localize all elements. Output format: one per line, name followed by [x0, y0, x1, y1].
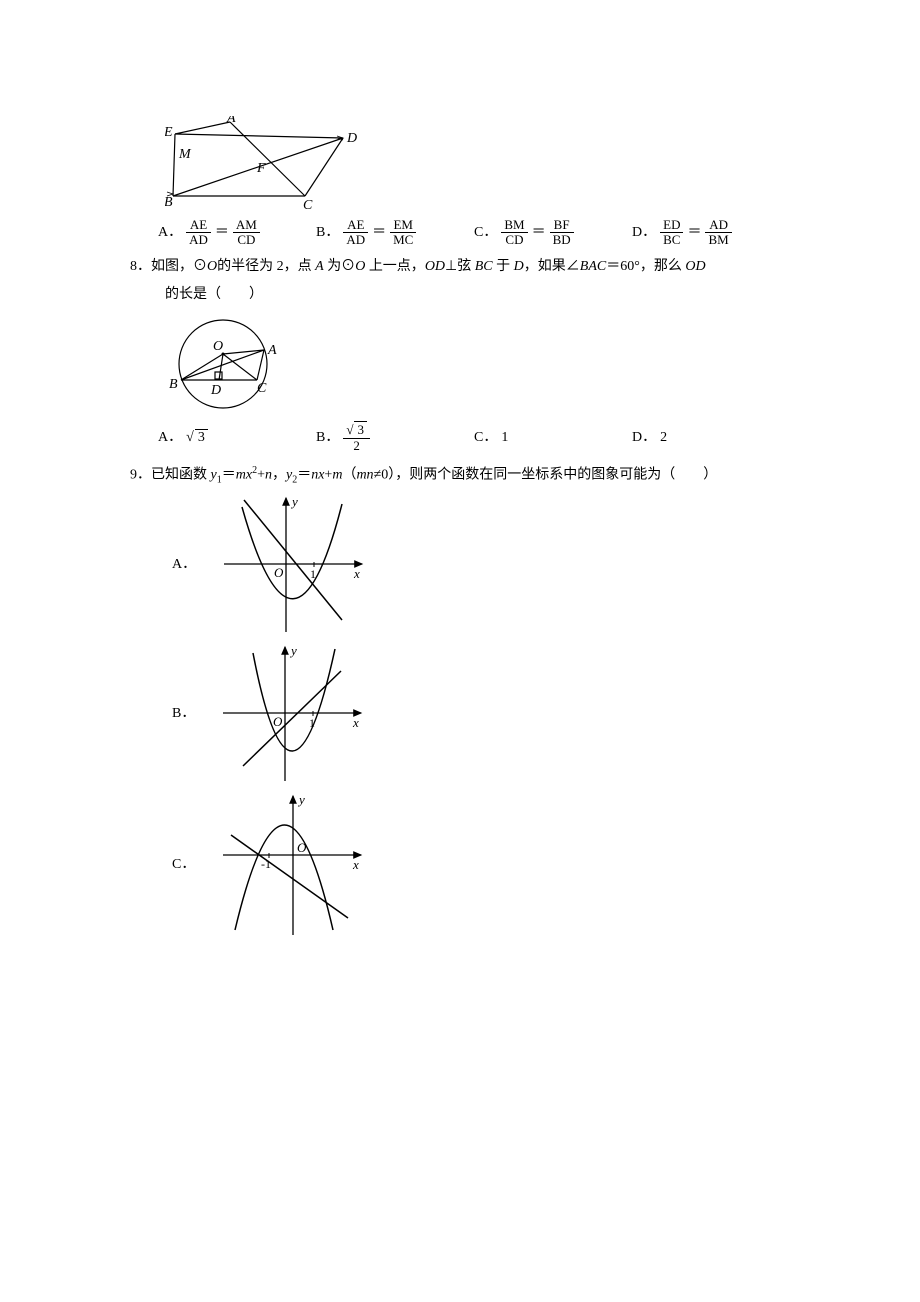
option-label: B． [316, 427, 339, 449]
origin-label: O [273, 714, 283, 729]
option-label: C． [172, 854, 195, 876]
frac-den: BD [550, 233, 574, 247]
svg-text:A: A [267, 343, 277, 358]
q7-option-a: A． AEAD ＝ AMCD [158, 218, 316, 248]
q8-options: A． 3 B． 3 2 C． 1 D． 2 [158, 423, 790, 453]
q-number: 9． [130, 468, 151, 483]
svg-text:F: F [256, 161, 266, 176]
svg-text:D: D [346, 131, 357, 146]
origin-label: O [274, 565, 284, 580]
q8-figure: O A B C D [165, 312, 790, 417]
option-label: B． [316, 222, 339, 244]
svg-text:C: C [257, 381, 267, 396]
xtick-1: 1 [309, 716, 315, 730]
svg-text:D: D [210, 383, 221, 398]
frac-sqrt3-2: 3 2 [343, 423, 370, 453]
q8-option-a: A． 3 [158, 427, 316, 449]
q9-option-c: C． -1 O y x [172, 790, 790, 940]
option-label: C． [474, 427, 497, 449]
equals: ＝ [215, 222, 229, 244]
q7-option-b: B． AEAD ＝ EMMC [316, 218, 474, 248]
x-axis-label: x [353, 566, 360, 581]
q8-circle-svg: O A B C D [165, 312, 295, 417]
frac-den: CD [233, 233, 260, 247]
option-label: A． [158, 222, 182, 244]
q9-text: 9．已知函数 y1＝mx2+n，y2＝nx+m（mn≠0），则两个函数在同一坐标… [130, 463, 790, 488]
q8-text-line2: 的长是（ ） [165, 284, 790, 306]
xtick-1: 1 [310, 567, 316, 581]
y-axis-label: y [290, 494, 298, 509]
option-value: 2 [660, 427, 667, 449]
frac-den: BM [705, 233, 731, 247]
frac-num: AD [705, 218, 731, 233]
frac-den: MC [390, 233, 416, 247]
x-axis-label: x [352, 857, 359, 872]
frac-num: AE [343, 218, 368, 233]
option-label: D． [632, 222, 656, 244]
q7-parallelogram-svg: E A D M F B C [165, 116, 365, 212]
svg-text:C: C [303, 198, 313, 212]
origin-label: O [297, 840, 307, 855]
q9-option-a: A． 1 O y x [172, 492, 790, 637]
y-axis-label: y [297, 792, 305, 807]
svg-text:A: A [226, 116, 236, 126]
option-label: A． [172, 554, 196, 576]
q9-option-b: B． 1 O y x [172, 641, 790, 786]
frac-num: EM [390, 218, 416, 233]
svg-text:B: B [165, 195, 173, 210]
equals: ＝ [532, 222, 546, 244]
x-axis-label: x [352, 715, 359, 730]
q8-option-d: D． 2 [632, 427, 790, 449]
svg-text:E: E [165, 125, 173, 140]
frac-num: BF [550, 218, 574, 233]
frac-num: AM [233, 218, 260, 233]
frac-den: BC [660, 233, 683, 247]
option-label: A． [158, 427, 182, 449]
sqrt-3: 3 [186, 427, 208, 449]
q8-text: 8．如图，⊙O的半径为 2，点 A 为⊙O 上一点，OD⊥弦 BC 于 D，如果… [130, 256, 790, 278]
frac-num: AE [186, 218, 211, 233]
q7-options: A． AEAD ＝ AMCD B． AEAD ＝ EMMC C． BMCD ＝ … [158, 218, 790, 248]
q9-graph-b-svg: 1 O y x [213, 641, 368, 786]
q8-option-b: B． 3 2 [316, 423, 474, 453]
q-number: 8． [130, 259, 151, 274]
equals: ＝ [372, 222, 386, 244]
frac-den: AD [186, 233, 211, 247]
frac-num: BM [501, 218, 527, 233]
option-label: D． [632, 427, 656, 449]
frac-num: ED [660, 218, 683, 233]
option-value: 1 [501, 427, 508, 449]
frac-den: AD [343, 233, 368, 247]
svg-text:M: M [178, 147, 192, 162]
equals: ＝ [687, 222, 701, 244]
frac-den: CD [501, 233, 527, 247]
q8-option-c: C． 1 [474, 427, 632, 449]
y-axis-label: y [289, 643, 297, 658]
q9-graph-c-svg: -1 O y x [213, 790, 368, 940]
q9-graph-a-svg: 1 O y x [214, 492, 369, 637]
svg-text:B: B [169, 377, 178, 392]
q7-option-d: D． EDBC ＝ ADBM [632, 218, 790, 248]
option-label: B． [172, 703, 195, 725]
q7-figure: E A D M F B C [165, 116, 790, 212]
option-label: C． [474, 222, 497, 244]
q7-option-c: C． BMCD ＝ BFBD [474, 218, 632, 248]
xtick-neg1: -1 [261, 857, 271, 871]
svg-text:O: O [213, 339, 223, 354]
